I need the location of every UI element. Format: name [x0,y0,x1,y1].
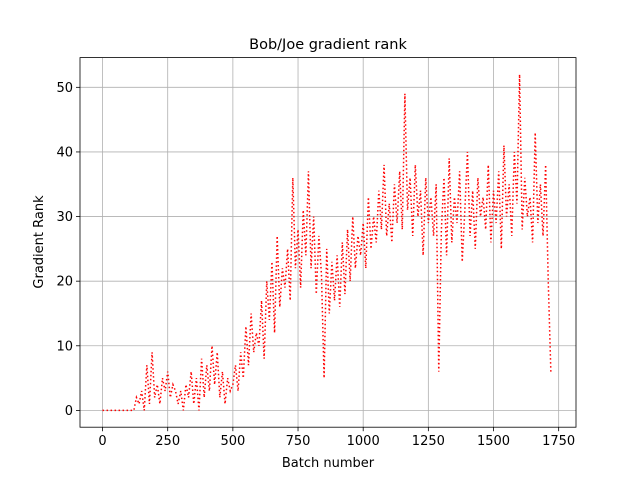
x-tick-label: 0 [98,434,106,449]
data-line [102,74,552,412]
y-tick-label: 50 [56,81,73,96]
x-tick-label: 1750 [542,434,575,449]
x-tick-label: 250 [155,434,180,449]
y-tick-label: 10 [56,339,73,354]
y-tick-label: 0 [65,404,73,419]
y-tick-label: 40 [56,145,73,160]
x-tick-label: 750 [286,434,311,449]
y-axis-label: Gradient Rank [32,195,47,289]
x-axis-label: Batch number [282,456,375,471]
plot-frame [79,57,577,428]
x-tick-label: 1500 [477,434,510,449]
x-tick-label: 500 [220,434,245,449]
x-tick-label: 1000 [347,434,380,449]
x-tick-label: 1250 [412,434,445,449]
y-tick-label: 20 [56,275,73,290]
chart-title: Bob/Joe gradient rank [249,37,407,53]
y-tick-label: 30 [56,210,73,225]
